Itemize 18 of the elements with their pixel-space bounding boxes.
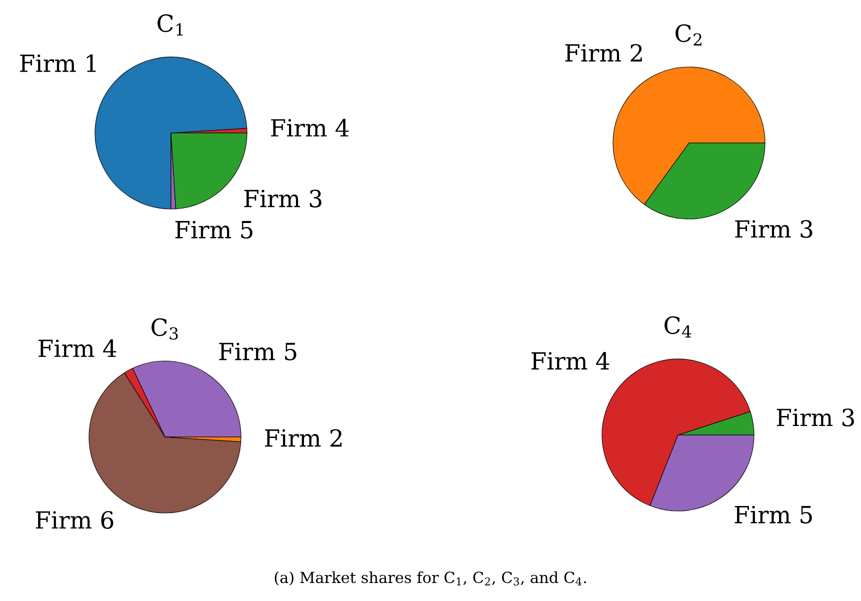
slice-label: Firm 1: [20, 54, 96, 72]
slice-label: Firm 5: [734, 506, 812, 524]
slice-label: Firm 2: [265, 429, 342, 447]
slice-label: Firm 5: [175, 220, 252, 239]
chart-title: C$_{3}$: [152, 318, 178, 340]
slice-label: Firm 4: [271, 118, 349, 136]
text: (a) Market shares for C$_{1}$, C$_{2}$, C$_{3}$, and C$_{4}$.: [274, 571, 586, 586]
slice-label: Firm 5: [219, 342, 296, 360]
chart-title: C$_{4}$: [664, 316, 692, 338]
slice-label: Firm 4: [38, 339, 116, 357]
slice-label: Firm 3: [244, 190, 322, 208]
slice-label: Firm 3: [776, 408, 854, 426]
slice-label: Firm 2: [565, 44, 642, 62]
slice-label: Firm 6: [36, 511, 114, 529]
chart-title: C$_{2}$: [676, 24, 702, 46]
slice-label: Firm 4: [532, 352, 610, 370]
slice-label: Firm 3: [735, 220, 812, 238]
chart-title: C$_{1}$: [158, 14, 183, 36]
